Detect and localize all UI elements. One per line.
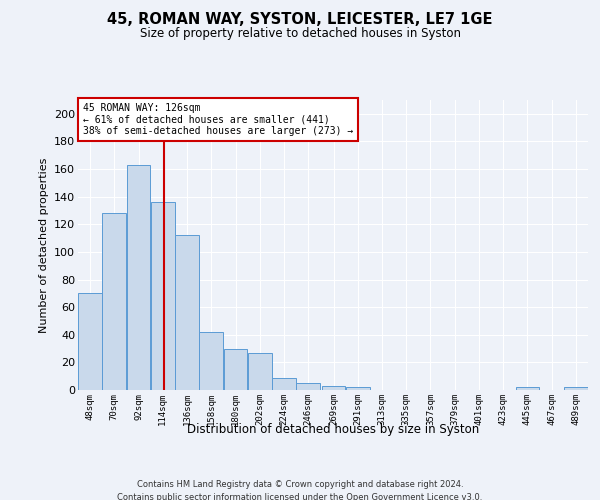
Bar — [322, 386, 346, 390]
Bar — [151, 202, 175, 390]
Bar — [103, 213, 126, 390]
Text: 45 ROMAN WAY: 126sqm
← 61% of detached houses are smaller (441)
38% of semi-deta: 45 ROMAN WAY: 126sqm ← 61% of detached h… — [83, 103, 353, 136]
Bar — [248, 352, 272, 390]
Bar — [515, 387, 539, 390]
Bar — [175, 236, 199, 390]
Text: Contains public sector information licensed under the Open Government Licence v3: Contains public sector information licen… — [118, 492, 482, 500]
Text: Distribution of detached houses by size in Syston: Distribution of detached houses by size … — [187, 422, 479, 436]
Text: 45, ROMAN WAY, SYSTON, LEICESTER, LE7 1GE: 45, ROMAN WAY, SYSTON, LEICESTER, LE7 1G… — [107, 12, 493, 28]
Bar — [224, 348, 247, 390]
Bar — [78, 294, 102, 390]
Bar — [296, 383, 320, 390]
Bar — [564, 387, 588, 390]
Bar — [272, 378, 296, 390]
Text: Size of property relative to detached houses in Syston: Size of property relative to detached ho… — [139, 28, 461, 40]
Bar — [127, 165, 151, 390]
Y-axis label: Number of detached properties: Number of detached properties — [38, 158, 49, 332]
Bar — [199, 332, 223, 390]
Bar — [346, 387, 370, 390]
Text: Contains HM Land Registry data © Crown copyright and database right 2024.: Contains HM Land Registry data © Crown c… — [137, 480, 463, 489]
